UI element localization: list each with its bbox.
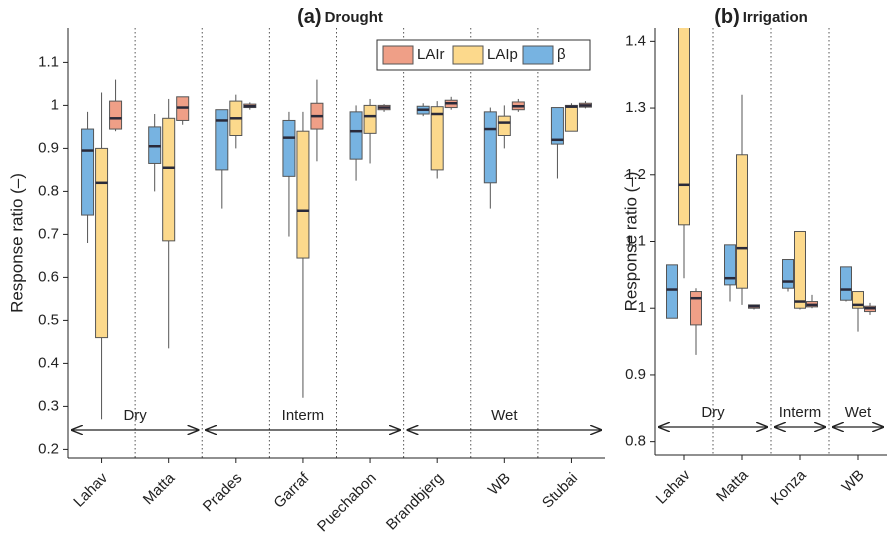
- x-tick-label: Matta: [713, 466, 752, 505]
- box: [724, 244, 736, 286]
- x-tick-label: Brandbjerg: [383, 470, 447, 534]
- box: [483, 111, 497, 184]
- title: Drought: [325, 9, 383, 26]
- y-tick-label: 0.4: [38, 354, 59, 371]
- y-axis-label: Response ratio (–): [7, 173, 26, 313]
- y-tick-label: 0.8: [38, 182, 59, 199]
- box: [852, 291, 864, 309]
- x-tick-label: WB: [839, 467, 868, 496]
- box: [81, 128, 95, 216]
- box: [666, 264, 678, 319]
- y-tick-label: 1: [51, 96, 59, 113]
- x-tick-label: Lahav: [70, 469, 111, 510]
- y-tick-label: 1.2: [625, 166, 646, 183]
- box: [840, 266, 852, 301]
- plot-area: Dry Interm Wet: [72, 28, 601, 458]
- box: [109, 100, 123, 130]
- box: [95, 147, 109, 339]
- y-tick-label: 1.4: [625, 32, 646, 49]
- y-tick-label: 0.5: [38, 311, 59, 328]
- x-tick-label: Konza: [768, 466, 811, 509]
- y-tick-label: 1.1: [625, 232, 646, 249]
- y-tick-label: 1.1: [38, 53, 59, 70]
- box: [782, 259, 794, 289]
- legend-label: LAIr: [417, 46, 445, 63]
- box: [678, 28, 690, 226]
- group-label: Wet: [491, 407, 518, 424]
- box: [430, 106, 444, 171]
- panel-title: (a) Drought: [297, 6, 383, 28]
- box: [736, 154, 748, 289]
- box: [162, 117, 176, 242]
- y-tick-label: 0.6: [38, 268, 59, 285]
- x-tick-label: Garraf: [270, 469, 313, 512]
- box: [282, 119, 296, 177]
- x-tick-label: Prades: [200, 470, 246, 516]
- legend-swatch: [452, 45, 484, 65]
- title: Irrigation: [743, 9, 808, 26]
- y-tick-label: 0.9: [625, 366, 646, 383]
- group-label: Interm: [282, 407, 325, 424]
- y-tick-label: 0.8: [625, 433, 646, 450]
- panel-title: (b) Irrigation: [714, 6, 808, 28]
- y-tick-label: 0.9: [38, 139, 59, 156]
- y-tick-label: 0.7: [38, 225, 59, 242]
- y-tick-label: 1.3: [625, 99, 646, 116]
- panel-label: (a): [297, 6, 321, 28]
- x-tick-label: Puechabon: [314, 470, 380, 536]
- box: [497, 115, 511, 137]
- y-tick-label: 1: [638, 299, 646, 316]
- x-tick-label: Lahav: [653, 466, 694, 507]
- group-label: Interm: [779, 404, 822, 421]
- y-tick-label: 0.2: [38, 440, 59, 457]
- box: [550, 107, 564, 145]
- box: [349, 111, 363, 160]
- legend-label: LAIp: [487, 46, 518, 63]
- box: [296, 130, 310, 259]
- panel-label: (b): [714, 6, 740, 28]
- box: [363, 104, 377, 134]
- y-tick-label: 0.3: [38, 397, 59, 414]
- y-axis-label: Response ratio (–): [621, 172, 640, 312]
- x-tick-label: Stubai: [539, 470, 581, 512]
- x-tick-label: WB: [485, 470, 514, 499]
- box: [690, 291, 702, 326]
- plot-area: Dry Interm Wet: [659, 28, 883, 455]
- x-tick-label: Matta: [140, 469, 179, 508]
- group-label: Dry: [123, 407, 147, 424]
- box: [794, 230, 806, 309]
- legend-swatch: [382, 45, 414, 65]
- legend-swatch: [522, 45, 554, 65]
- group-label: Wet: [845, 404, 872, 421]
- legend-label: β: [557, 46, 566, 63]
- box: [564, 104, 578, 132]
- box: [215, 109, 229, 171]
- group-label: Dry: [701, 404, 725, 421]
